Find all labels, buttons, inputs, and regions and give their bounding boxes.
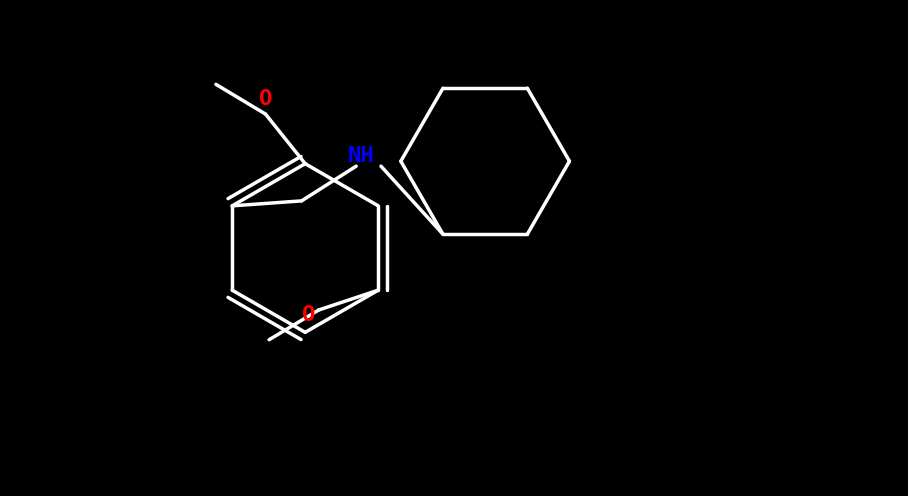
Text: O: O: [259, 89, 272, 109]
Text: NH: NH: [348, 146, 374, 166]
Text: O: O: [302, 305, 315, 325]
